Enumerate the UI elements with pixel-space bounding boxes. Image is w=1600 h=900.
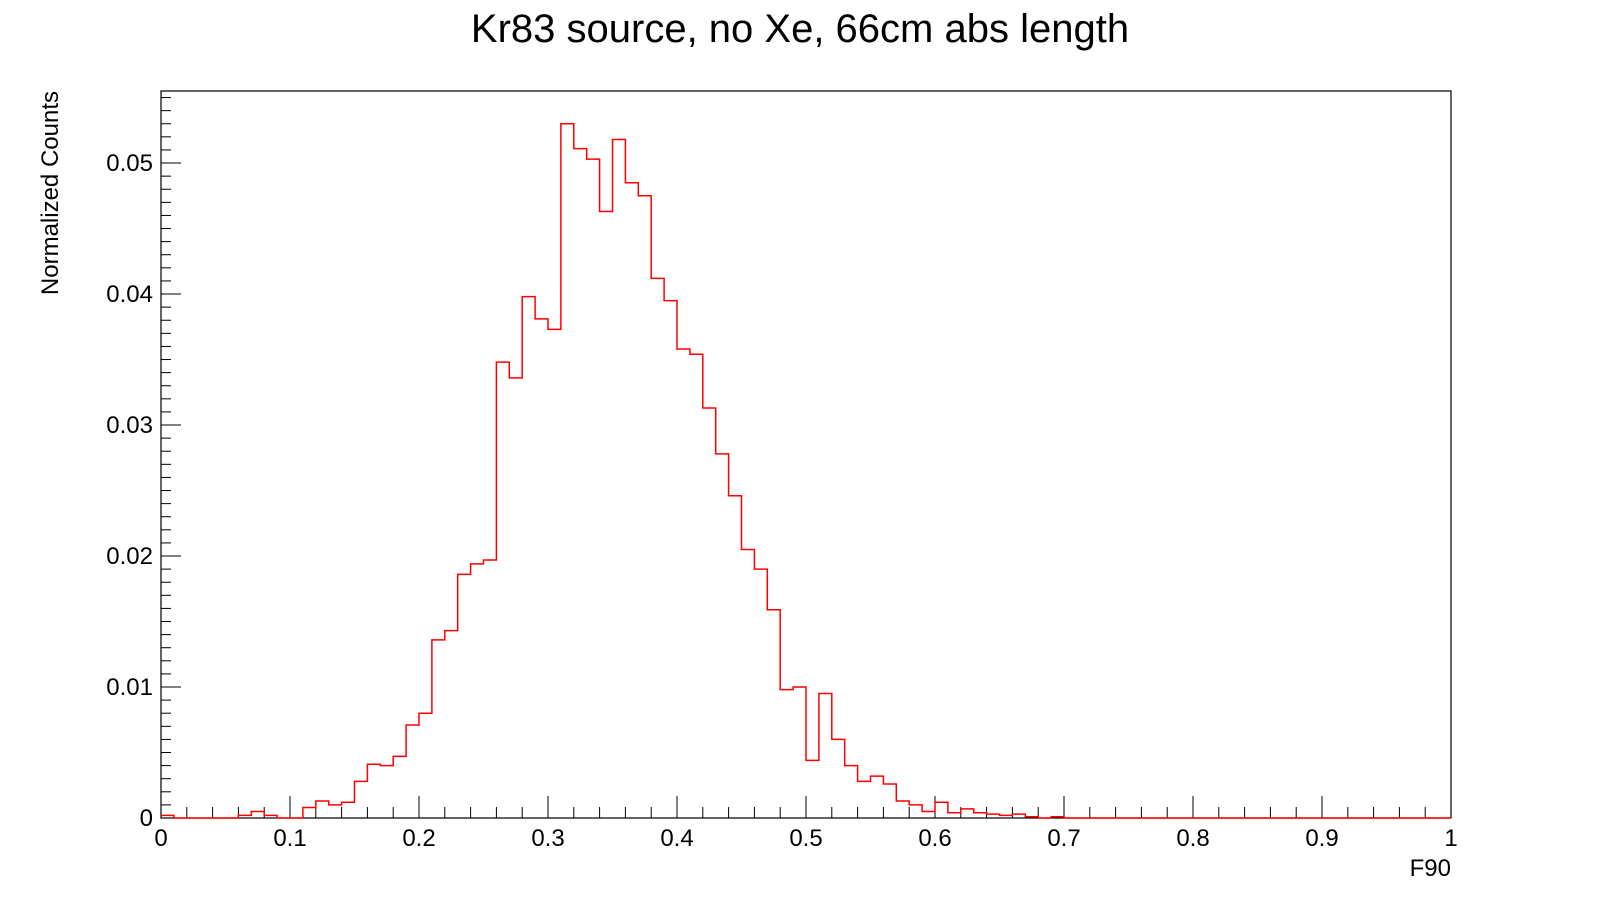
y-axis-label: Normalized Counts [37,91,64,295]
y-axis: 0 0.01 0.02 0.03 0.04 0.05 [106,97,181,832]
histogram-line [161,122,1451,819]
x-tick-label: 0 [154,825,167,852]
x-tick-label: 0.2 [402,825,435,852]
y-tick-label: 0.01 [106,674,153,701]
x-tick-label: 0.1 [273,825,306,852]
x-tick-label: 0.7 [1047,825,1080,852]
chart-title: Kr83 source, no Xe, 66cm abs length [471,7,1129,51]
x-tick-label: 1 [1444,825,1457,852]
x-axis-label: F90 [1410,855,1451,882]
y-tick-label: 0.03 [106,412,153,439]
x-tick-label: 0.3 [531,825,564,852]
y-tick-label: 0.04 [106,281,153,308]
y-tick-label: 0 [140,805,153,832]
y-tick-label: 0.05 [106,150,153,177]
x-tick-label: 0.8 [1176,825,1209,852]
x-tick-label: 0.9 [1305,825,1338,852]
x-axis: 0 0.1 0.2 0.3 0.4 0.5 0.6 0.7 0.8 0.9 1 [154,796,1458,852]
x-tick-label: 0.4 [660,825,693,852]
x-tick-label: 0.5 [789,825,822,852]
x-tick-label: 0.6 [918,825,951,852]
y-tick-label: 0.02 [106,543,153,570]
